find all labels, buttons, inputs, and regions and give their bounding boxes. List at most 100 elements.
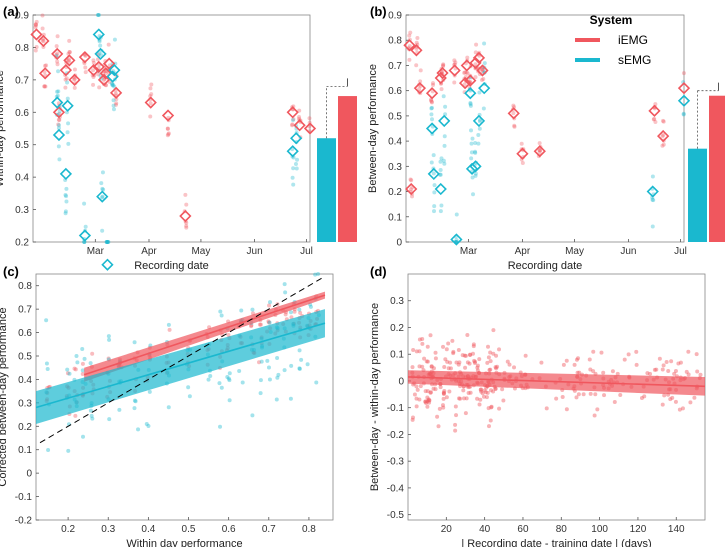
mean-marker-iemg <box>405 182 418 196</box>
raw-point-semg <box>438 172 443 177</box>
raw-point-iemg <box>468 352 473 357</box>
raw-point-semg <box>82 356 87 361</box>
raw-point-semg <box>144 422 149 427</box>
raw-point-iemg <box>493 386 498 391</box>
raw-point-iemg <box>417 397 422 402</box>
raw-point-iemg <box>591 349 596 354</box>
mean-marker-iemg <box>425 87 439 100</box>
raw-point-iemg <box>425 389 430 394</box>
raw-point-iemg <box>148 114 153 119</box>
y-tick-label: 0 <box>396 238 402 249</box>
raw-point-semg <box>268 300 273 305</box>
raw-point-iemg <box>466 385 471 390</box>
y-axis-label: Between-day - within-day performance <box>369 303 381 491</box>
raw-point-iemg <box>40 13 45 18</box>
mean-marker-iemg <box>533 145 546 158</box>
raw-point-iemg <box>297 114 302 119</box>
raw-point-iemg <box>415 387 420 392</box>
raw-point-iemg <box>63 85 68 90</box>
legend-label-iemg: iEMG <box>618 33 648 47</box>
mean-marker-iemg <box>78 51 92 64</box>
y-axis-label: Within-day performance <box>0 70 6 187</box>
raw-point-iemg <box>408 187 413 192</box>
x-tick-label: 20 <box>441 524 453 535</box>
raw-point-semg <box>431 153 436 158</box>
panel-d: (d) -0.5 -0.4 -0.3 -0.2 -0.1 0 0.1 0.2 0.3 20 40 60 8… <box>369 264 706 547</box>
raw-point-iemg <box>113 91 118 96</box>
raw-point-iemg <box>669 359 674 364</box>
mean-marker-semg <box>94 47 107 61</box>
raw-point-semg <box>80 434 85 439</box>
raw-point-iemg <box>478 397 483 402</box>
raw-point-iemg <box>226 333 231 338</box>
raw-point-iemg <box>491 389 496 394</box>
mean-marker-semg <box>465 162 479 175</box>
raw-point-iemg <box>149 92 154 97</box>
raw-point-semg <box>429 112 434 117</box>
raw-point-semg <box>105 240 110 244</box>
raw-point-iemg <box>457 396 462 401</box>
mean-marker-iemg <box>293 119 306 132</box>
raw-point-iemg <box>463 365 468 370</box>
raw-point-semg <box>650 197 655 202</box>
raw-point-iemg <box>537 147 542 152</box>
raw-point-iemg <box>475 396 480 401</box>
raw-point-semg <box>650 224 655 229</box>
panel-a: (a) 0.2 0.3 0.4 0.5 0.6 0.7 0.8 0.9 Mar Apr May Jun J… <box>0 4 357 272</box>
raw-point-iemg <box>453 60 458 65</box>
raw-point-semg <box>471 192 476 197</box>
raw-point-iemg <box>297 108 302 113</box>
mean-marker-semg <box>464 87 477 100</box>
raw-point-semg <box>288 310 293 315</box>
mean-marker-iemg <box>469 56 482 70</box>
raw-point-semg <box>297 366 302 371</box>
raw-point-iemg <box>511 111 516 116</box>
raw-point-semg <box>299 357 304 362</box>
raw-point-iemg <box>465 332 470 337</box>
raw-point-iemg <box>148 101 153 106</box>
raw-point-semg <box>481 106 486 111</box>
raw-point-iemg <box>43 84 48 89</box>
raw-point-iemg <box>602 393 607 398</box>
mean-marker-semg <box>106 70 119 83</box>
raw-point-semg <box>468 100 473 105</box>
plot-frame <box>407 273 706 521</box>
raw-point-semg <box>64 199 69 204</box>
raw-point-iemg <box>481 68 486 73</box>
raw-point-iemg <box>480 391 485 396</box>
raw-point-semg <box>96 13 101 17</box>
raw-point-iemg <box>512 124 517 129</box>
y-tick-label: 0.7 <box>15 75 29 86</box>
y-tick-label: -0.4 <box>387 483 405 494</box>
raw-point-iemg <box>464 396 469 401</box>
raw-point-iemg <box>410 365 415 370</box>
x-tick-label: 80 <box>556 524 568 535</box>
raw-point-iemg <box>97 85 102 90</box>
raw-point-iemg <box>601 370 606 375</box>
raw-point-iemg <box>500 387 505 392</box>
identity-line <box>39 275 326 444</box>
raw-point-iemg <box>441 63 446 68</box>
raw-point-iemg <box>423 389 428 394</box>
raw-point-semg <box>477 126 482 131</box>
raw-point-iemg <box>698 372 703 377</box>
raw-point-semg <box>136 427 141 432</box>
raw-point-iemg <box>148 86 153 91</box>
raw-point-iemg <box>448 366 453 371</box>
raw-point-iemg <box>672 371 677 376</box>
raw-point-iemg <box>291 117 296 122</box>
raw-point-iemg <box>537 150 542 155</box>
raw-point-iemg <box>410 415 415 420</box>
raw-point-semg <box>105 240 110 244</box>
raw-point-iemg <box>439 87 444 92</box>
raw-point-iemg <box>453 404 458 409</box>
mean-marker-iemg <box>99 67 112 80</box>
raw-point-semg <box>82 201 87 206</box>
raw-point-iemg <box>462 353 467 358</box>
raw-point-iemg <box>456 348 461 353</box>
raw-point-semg <box>441 158 446 163</box>
raw-point-iemg <box>453 422 458 427</box>
raw-point-iemg <box>34 44 39 49</box>
raw-point-semg <box>110 81 115 86</box>
raw-point-semg <box>473 140 478 145</box>
